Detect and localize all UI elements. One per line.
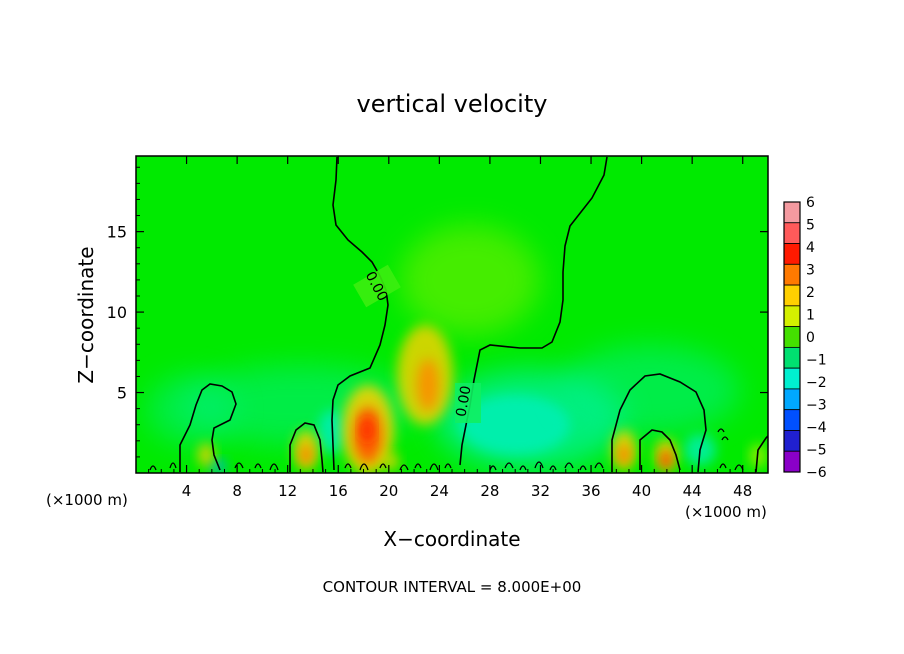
x-unit-right: (×1000 m) [685,503,767,521]
updraft-right2-core [660,451,672,469]
y-tick-label: 10 [107,303,127,322]
x-tick-label: 16 [329,482,348,500]
colorbar-label: −1 [806,353,827,369]
contour-label-mask-1 [353,264,401,308]
contour-interval-footer: CONTOUR INTERVAL = 8.000E+00 [323,578,582,596]
zero-contour-left [179,383,237,472]
updraft-small-left [198,443,214,467]
colorbar-label: 3 [806,263,815,279]
x-axis: 4 8 12 16 20 24 28 32 36 40 44 48 [148,156,756,500]
colorbar-swatch [783,263,801,286]
colorbar-label: −4 [806,420,827,436]
colorbar-label: 0 [806,330,815,346]
colorbar-swatch [783,367,801,390]
colorbar-frame [783,201,801,473]
colorbar-label: 2 [806,285,815,301]
colorbar-swatch [783,284,801,307]
downdraft-region-right [560,345,740,435]
x-tick-label: 8 [232,482,242,500]
x-axis-label: X−coordinate [383,527,520,551]
y-tick-label: 15 [107,223,127,242]
contour-label-2: 0.00 [453,385,474,418]
updraft-main-peak [361,418,373,442]
x-tick-label: 4 [182,482,192,500]
colorbar-label: −6 [806,465,827,481]
colorbar-label: 6 [806,195,815,211]
x-tick-label: 44 [683,482,702,500]
updraft-small-mid [383,454,399,470]
colorbar-swatch [783,305,801,328]
colorbar-label: 1 [806,308,815,324]
y-axis-label: Z−coordinate [74,246,98,383]
plot-area: 0.00 0.00 [135,155,769,474]
colorbar-swatch [783,222,801,244]
colorbar-swatch [783,409,801,431]
colorbar-swatch [783,243,801,265]
velocity-field: 0.00 0.00 [145,156,768,473]
colorbar-label: −3 [806,398,827,414]
zero-contour-cell-38 [611,373,707,473]
y-tick-label: 5 [117,384,127,403]
colorbar: 6 5 4 3 2 1 0 −1 −2 −3 −4 −5 −6 [783,195,827,481]
colorbar-swatch [783,346,801,369]
x-tick-label: 20 [379,482,398,500]
colorbar-swatch [783,201,801,224]
chart-title: vertical velocity [357,90,548,118]
x-tick-label: 32 [531,482,550,500]
updraft-right1-core [618,445,630,465]
colorbar-swatch [783,388,801,411]
colorbar-label: −5 [806,443,827,459]
colorbar-swatch [783,326,801,348]
colorbar-label: 5 [806,218,815,234]
x-tick-label: 28 [480,482,499,500]
downdraft-region-farleft [145,375,235,445]
updraft-left-core [300,445,312,465]
zero-contour-cell-13 [289,422,324,473]
updraft-upper-core [417,359,439,411]
downdraft-cyan-core [460,395,570,455]
x-tick-label: 48 [733,482,752,500]
colorbar-swatch [783,430,801,452]
contour-label-mask-2 [455,383,481,423]
x-tick-label: 36 [581,482,600,500]
x-tick-label: 24 [430,482,449,500]
upper-updraft-plume [400,225,540,335]
colorbar-label: −2 [806,375,827,391]
y-axis: 5 10 15 [107,166,768,458]
x-unit-left: (×1000 m) [46,491,128,509]
zero-contour-cell-43 [639,429,681,471]
x-tick-label: 40 [632,482,651,500]
zero-contour-main [331,156,389,471]
x-tick-label: 12 [278,482,297,500]
zero-contour-bottom-noise [149,428,744,471]
colorbar-label: 4 [806,240,815,256]
colorbar-swatch [783,450,801,473]
zero-contour-edge-right [755,435,768,473]
